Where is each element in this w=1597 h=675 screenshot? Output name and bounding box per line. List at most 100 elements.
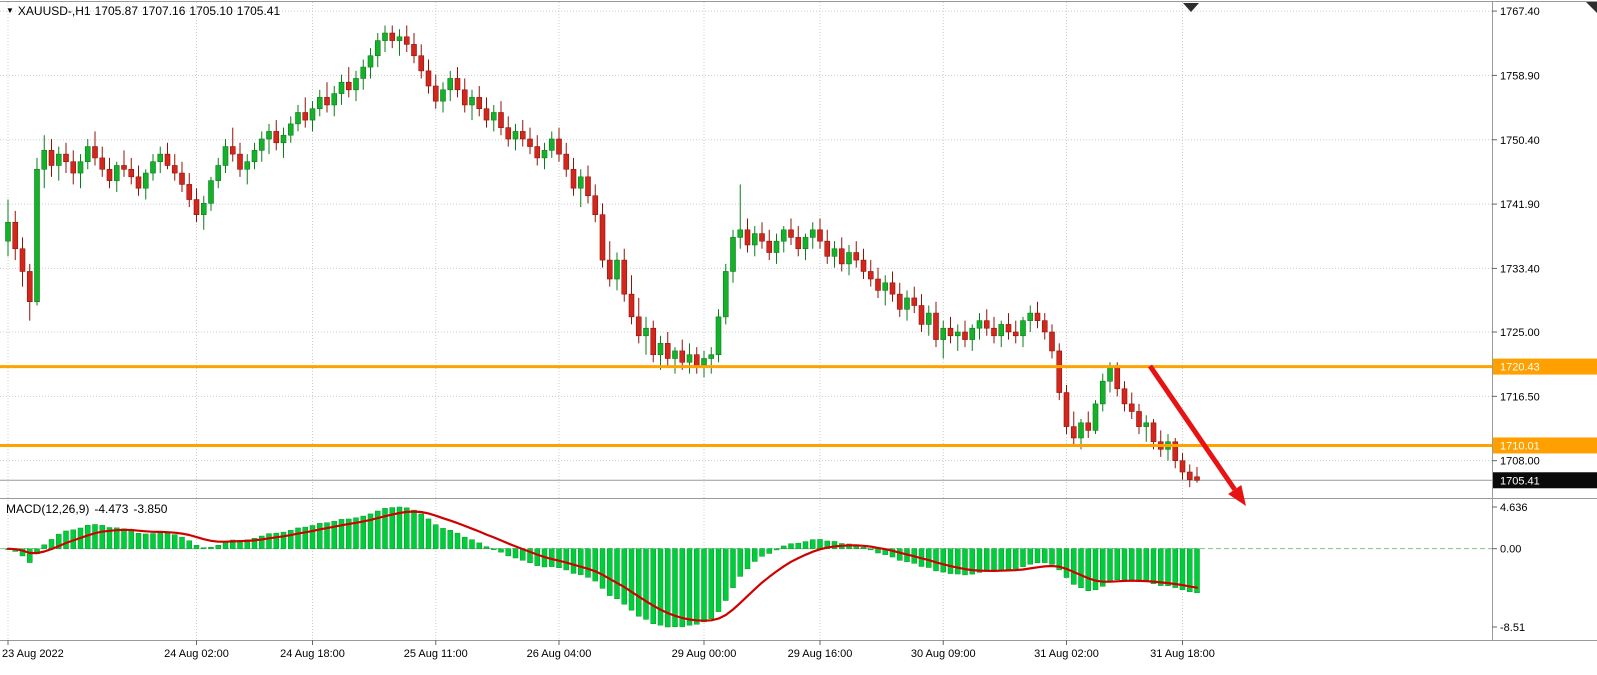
candle <box>896 282 903 317</box>
candle <box>1034 301 1041 329</box>
candle <box>454 67 461 98</box>
candle <box>556 127 562 162</box>
candle <box>991 316 997 344</box>
candle <box>251 142 258 170</box>
candle <box>824 229 831 264</box>
symbol-timeframe-label: XAUUSD-,H1 <box>17 4 91 18</box>
candle <box>693 347 700 374</box>
price-axis-label: 1716.50 <box>1500 391 1540 403</box>
candle <box>599 203 606 268</box>
candle <box>113 161 120 192</box>
candle <box>411 33 417 64</box>
pane-borders <box>0 1 1597 641</box>
candle <box>621 248 628 302</box>
candle <box>215 157 222 189</box>
candle <box>374 33 381 68</box>
candle <box>563 142 570 177</box>
candle <box>940 320 947 359</box>
candle <box>135 165 142 196</box>
macd-value: -4.473 <box>94 502 129 516</box>
candle <box>773 233 780 264</box>
price-axis-label: 1758.90 <box>1500 70 1540 82</box>
candle <box>316 89 323 117</box>
macd-signal-value: -3.850 <box>133 502 168 516</box>
candles-layer <box>5 25 1200 488</box>
macd-axis-label: -8.51 <box>1500 622 1525 634</box>
candle <box>302 97 309 128</box>
candle <box>722 263 729 325</box>
trend-arrow[interactable] <box>1147 364 1246 506</box>
candle <box>1136 403 1142 435</box>
candle <box>867 260 874 287</box>
candle <box>1172 437 1179 469</box>
candle <box>933 301 939 348</box>
candle <box>947 316 954 344</box>
candle <box>715 309 722 363</box>
candle <box>5 199 11 257</box>
candle <box>1063 384 1070 435</box>
candle <box>48 138 55 177</box>
macd-axis-label: 0.00 <box>1500 544 1521 556</box>
candle <box>795 226 802 257</box>
candle <box>708 347 715 374</box>
candle <box>534 135 541 166</box>
candle <box>809 222 816 249</box>
candle <box>106 157 113 189</box>
candle <box>592 184 599 223</box>
macd-histogram <box>5 506 1200 628</box>
corner-marker <box>1586 2 1597 13</box>
macd-axis[interactable]: 4.636 0.00 -8.51 <box>1492 502 1528 634</box>
candle <box>802 233 809 261</box>
candle <box>200 195 207 230</box>
candle <box>19 237 26 287</box>
candle <box>222 138 229 174</box>
high-value: 1707.16 <box>142 4 186 18</box>
candle <box>585 165 591 204</box>
candle <box>70 150 77 185</box>
candle <box>737 184 744 249</box>
candle <box>396 29 403 56</box>
candle <box>954 324 961 351</box>
candle <box>577 169 584 208</box>
candle <box>672 347 678 374</box>
candle <box>164 142 171 170</box>
candle <box>490 104 497 132</box>
candle <box>1012 320 1019 344</box>
price-axis[interactable]: 1767.40 1758.90 1750.40 1741.90 1733.40 1725.… <box>1492 6 1540 468</box>
candle <box>476 86 483 117</box>
candle <box>92 131 98 166</box>
candle <box>309 101 316 132</box>
chart-shift-marker[interactable] <box>1183 3 1199 12</box>
candle <box>766 229 773 261</box>
candle <box>1070 411 1077 446</box>
candle <box>1085 411 1092 438</box>
price-axis-label: 1741.90 <box>1500 199 1540 211</box>
candle <box>382 25 388 52</box>
price-axis-label: 1725.00 <box>1500 327 1540 339</box>
candle <box>171 154 178 181</box>
price-badge: 1710.01 <box>1500 440 1540 452</box>
macd-indicator-header: MACD(12,26,9) -4.473 -3.850 <box>6 502 172 516</box>
candle <box>911 286 918 314</box>
candle <box>360 59 367 90</box>
candle <box>643 316 649 355</box>
candle <box>295 104 301 132</box>
candle <box>418 44 425 79</box>
candle <box>41 135 48 189</box>
price-badge: 1705.41 <box>1500 475 1540 487</box>
candle <box>838 237 845 272</box>
candle <box>425 59 432 94</box>
expand-triangle-icon[interactable]: ▼ <box>6 6 14 15</box>
candle <box>128 157 135 185</box>
support-resistance-lines[interactable] <box>0 365 1492 447</box>
candle <box>432 74 439 109</box>
time-axis-label: 25 Aug 11:00 <box>404 648 468 660</box>
time-axis[interactable]: 23 Aug 2022 24 Aug 02:00 24 Aug 18:00 25 Au… <box>2 640 1215 660</box>
candle <box>186 173 193 208</box>
candle <box>969 324 976 351</box>
candle <box>77 154 84 189</box>
candle <box>548 131 555 158</box>
candle <box>1186 464 1193 488</box>
